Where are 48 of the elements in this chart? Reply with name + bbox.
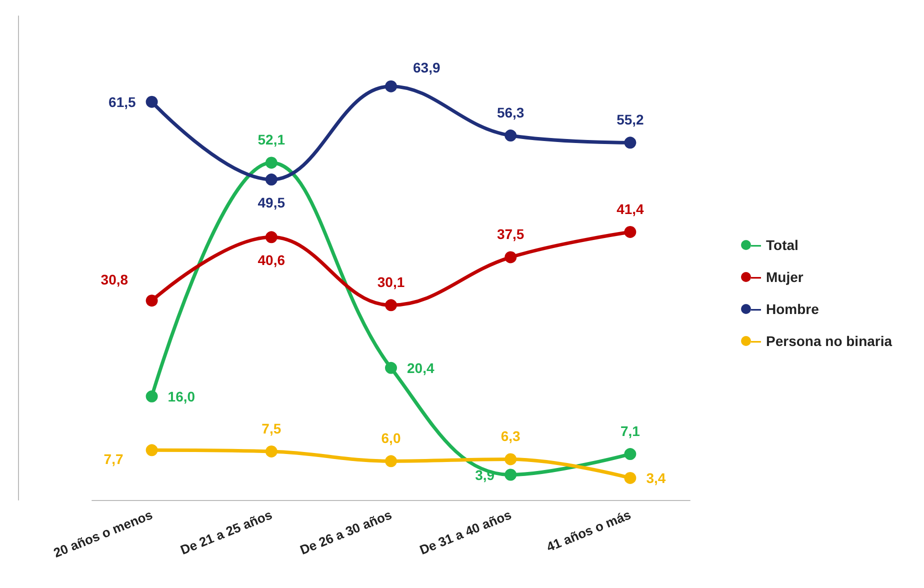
point (265, 445, 278, 458)
data-label: 30,8 (100, 272, 128, 288)
point (504, 468, 517, 481)
data-label: 49,5 (258, 194, 286, 211)
point (146, 96, 158, 108)
data-label: 16,0 (168, 388, 196, 404)
data-label: 41,4 (616, 200, 644, 217)
point (504, 453, 517, 466)
legend-label: Persona no binaria (766, 333, 892, 349)
data-label: 7,7 (104, 451, 124, 468)
legend-label: Hombre (766, 301, 820, 317)
point (504, 130, 517, 142)
point (265, 174, 278, 186)
data-label: 63,9 (413, 59, 440, 76)
x-tick-label: De 21 a 25 años (178, 507, 274, 558)
data-label: 20,4 (407, 360, 434, 376)
data-label: 7,1 (620, 423, 640, 440)
legend-label: Mujer (766, 269, 804, 285)
point (624, 136, 636, 149)
point (385, 80, 397, 92)
point (385, 299, 397, 312)
data-label: 6,0 (381, 430, 401, 446)
data-label: 52,1 (258, 132, 286, 148)
x-tick-label: 41 años o más (544, 507, 634, 555)
data-label: 40,6 (258, 252, 286, 268)
point (265, 156, 278, 169)
data-label: 61,5 (108, 94, 136, 110)
data-label: 3,4 (646, 470, 666, 486)
x-tick-label: De 31 a 40 años (417, 507, 514, 558)
point (385, 455, 397, 468)
data-label: 37,5 (496, 226, 524, 242)
point (504, 251, 517, 264)
data-label: 55,2 (616, 112, 644, 128)
point (624, 448, 636, 460)
point (385, 362, 397, 374)
point (624, 472, 636, 484)
point (624, 226, 636, 238)
point (146, 444, 158, 456)
point (146, 294, 158, 307)
legend-label: Total (766, 237, 798, 253)
x-tick-label: De 26 a 30 años (298, 507, 394, 558)
data-label: 6,3 (500, 428, 521, 444)
data-label: 56,3 (496, 104, 524, 121)
point (265, 231, 278, 244)
point (146, 390, 158, 402)
x-tick-label: 20 años o menos (51, 507, 155, 560)
data-label: 7,5 (262, 420, 282, 436)
data-label: 30,1 (377, 274, 405, 290)
